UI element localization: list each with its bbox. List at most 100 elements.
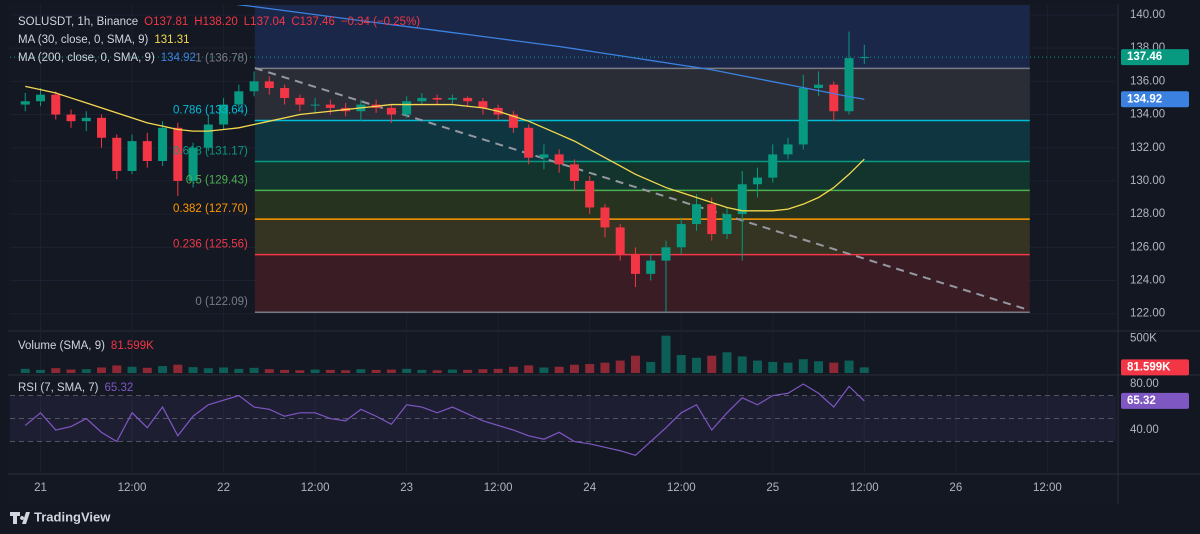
candle-body bbox=[142, 141, 152, 162]
volume-bar bbox=[508, 366, 518, 373]
candle-body bbox=[264, 81, 274, 88]
ohlc-value: L137.04 bbox=[244, 16, 286, 28]
legend-entry: MA (200, close, 0, SMA, 9) bbox=[18, 52, 155, 64]
candle-body bbox=[585, 180, 595, 208]
candle-body bbox=[829, 84, 839, 112]
candle-body bbox=[783, 144, 793, 155]
volume-bar bbox=[203, 368, 213, 373]
volume-bar bbox=[600, 362, 610, 373]
volume-bar bbox=[280, 369, 290, 373]
legend-entry: MA (30, close, 0, SMA, 9) bbox=[18, 34, 149, 46]
volume-bar bbox=[264, 369, 274, 373]
fib-zone bbox=[254, 254, 1030, 313]
candle-body bbox=[20, 101, 30, 105]
y-tick-label: 136.00 bbox=[1130, 75, 1165, 87]
candle-body bbox=[722, 214, 732, 235]
volume-bar bbox=[783, 362, 793, 373]
candle-body bbox=[615, 227, 625, 254]
candle-body bbox=[36, 94, 46, 102]
candle-body bbox=[707, 204, 717, 235]
y-tick-label: 134.00 bbox=[1130, 109, 1165, 121]
fib-label: 0.382 (127.70) bbox=[173, 203, 248, 215]
ma-price-label: 134.92 bbox=[1127, 93, 1162, 105]
candle-body bbox=[524, 127, 534, 158]
ma-price-label-bg bbox=[1121, 91, 1189, 108]
volume-bar bbox=[386, 369, 396, 373]
rsi-line bbox=[24, 383, 865, 457]
x-tick-label: 24 bbox=[583, 482, 596, 494]
candle-body bbox=[112, 137, 122, 171]
volume-bar bbox=[173, 364, 183, 373]
volume-bar bbox=[158, 366, 168, 373]
volume-bar bbox=[569, 364, 579, 373]
candle-body bbox=[432, 97, 442, 100]
volume-bar bbox=[341, 370, 351, 373]
volume-bar bbox=[188, 367, 198, 373]
candle-body bbox=[600, 207, 610, 228]
volume-bar bbox=[554, 366, 564, 373]
volume-bar bbox=[829, 362, 839, 373]
x-tick-label: 12:00 bbox=[301, 482, 330, 494]
volume-bar bbox=[661, 335, 671, 373]
candle-body bbox=[554, 154, 564, 165]
candle-body bbox=[97, 117, 107, 138]
fib-label: 1 (136.78) bbox=[195, 52, 248, 64]
ohlc-value: O137.81 bbox=[144, 16, 188, 28]
candle-body bbox=[295, 97, 305, 105]
x-tick-label: 12:00 bbox=[484, 482, 513, 494]
legend-value: 134.92 bbox=[161, 52, 196, 64]
volume-bar bbox=[798, 359, 808, 373]
volume-bar bbox=[478, 369, 488, 373]
volume-bar bbox=[325, 369, 335, 373]
ma-line bbox=[236, 5, 865, 100]
volume-bar bbox=[20, 368, 30, 373]
volume-bar bbox=[234, 368, 244, 373]
volume-bar bbox=[81, 369, 91, 373]
last-price-label: 137.46 bbox=[1127, 51, 1162, 63]
volume-bar bbox=[615, 360, 625, 373]
candle-body bbox=[814, 84, 824, 88]
volume-bar bbox=[97, 367, 107, 373]
candle-body bbox=[51, 94, 61, 115]
rsi-pane bbox=[10, 383, 1116, 457]
candle-body bbox=[127, 141, 137, 171]
indicator-value: 65.32 bbox=[105, 382, 134, 394]
candle-body bbox=[646, 260, 656, 274]
candle-body bbox=[66, 114, 76, 122]
fib-label: 0.5 (129.43) bbox=[186, 174, 248, 186]
fib-zone bbox=[254, 5, 1030, 69]
rsi-label-bg bbox=[1121, 392, 1189, 409]
fib-label: 0.236 (125.56) bbox=[173, 239, 248, 251]
candle-body bbox=[539, 154, 549, 158]
y-tick-label: 80.00 bbox=[1130, 378, 1159, 390]
candle-body bbox=[402, 101, 412, 115]
volume-bar bbox=[36, 369, 46, 373]
ohlc-value: −0.34 (−0.25%) bbox=[341, 16, 420, 28]
volume-bar bbox=[432, 370, 442, 373]
candle-body bbox=[203, 124, 213, 148]
volume-bar bbox=[219, 367, 229, 373]
volume-bar bbox=[707, 355, 717, 373]
volume-bar bbox=[66, 369, 76, 373]
x-tick-label: 21 bbox=[34, 482, 47, 494]
x-tick-label: 12:00 bbox=[667, 482, 696, 494]
x-tick-label: 23 bbox=[400, 482, 413, 494]
volume-bar bbox=[737, 356, 747, 373]
indicator-value: 81.599K bbox=[111, 340, 154, 352]
volume-bar bbox=[463, 369, 473, 373]
volume-bar bbox=[417, 369, 427, 373]
volume-pane bbox=[20, 335, 869, 373]
candle-body bbox=[386, 107, 396, 115]
volume-bar bbox=[493, 368, 503, 373]
overlay: 21 12:00 22 12:00 23 12:00 24 12:00 25 12:00 26 12:… bbox=[18, 9, 1189, 494]
volume-bar bbox=[447, 369, 457, 373]
price-pane bbox=[10, 5, 1116, 313]
fib-zone bbox=[254, 68, 1030, 121]
y-tick-label: 122.00 bbox=[1130, 308, 1165, 320]
y-tick-label: 500K bbox=[1130, 332, 1157, 344]
volume-bar bbox=[676, 355, 686, 373]
volume-bar bbox=[524, 365, 534, 373]
volume-bar bbox=[753, 360, 763, 373]
candle-body bbox=[188, 147, 198, 181]
candle-body bbox=[859, 57, 869, 59]
